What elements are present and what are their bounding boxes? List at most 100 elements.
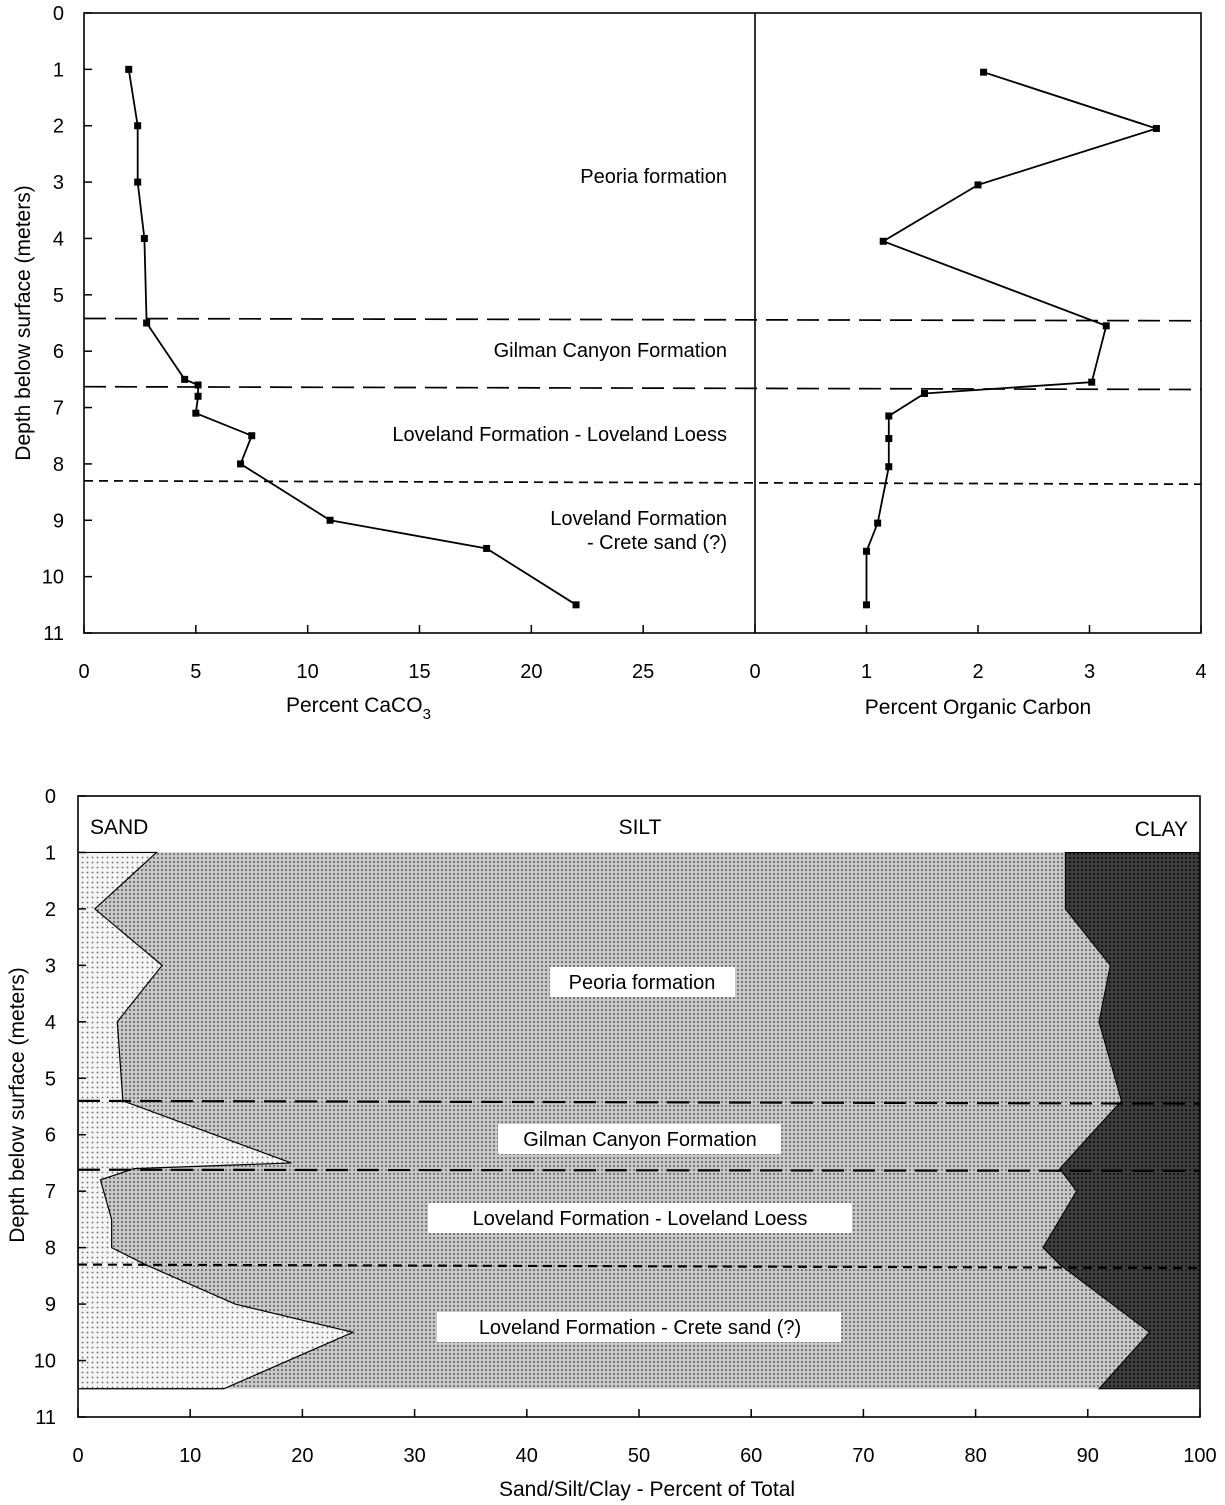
bottom-y-tick-label: 4 bbox=[45, 1012, 56, 1034]
bottom-x-tick-label: 10 bbox=[179, 1445, 201, 1467]
organic-carbon-point bbox=[885, 412, 893, 420]
top-y-tick-label: 9 bbox=[53, 510, 64, 532]
formation-boundary-line bbox=[77, 1099, 1201, 1105]
top-y-tick-label: 5 bbox=[53, 285, 64, 307]
bottom-x-tick-label: 90 bbox=[1077, 1445, 1099, 1467]
caco3-point bbox=[181, 375, 189, 383]
caco3-point bbox=[572, 601, 580, 609]
bottom-y-axis: 0 1 2 3 4 5 6 7 8 9 10 11 bbox=[34, 786, 86, 1429]
label-crete-line2-top: - Crete sand (?) bbox=[587, 532, 727, 554]
bottom-y-label: Depth below surface (meters) bbox=[6, 967, 29, 1242]
bottom-y-tick-label: 6 bbox=[45, 1125, 56, 1147]
caco3-point bbox=[134, 178, 142, 186]
label-loveland-loess-bottom-text: Loveland Formation - Loveland Loess bbox=[473, 1208, 808, 1230]
formation-boundary-line bbox=[83, 317, 1202, 322]
top-y-tick-label: 7 bbox=[53, 398, 64, 420]
bottom-x-axis: 0 10 20 30 40 50 60 70 80 90 100 bbox=[72, 1409, 1217, 1467]
bottom-x-tick-label: 70 bbox=[852, 1445, 874, 1467]
caco3-x-tick-label: 10 bbox=[297, 661, 319, 683]
sand-area bbox=[77, 851, 355, 1390]
formation-boundary-line bbox=[77, 1168, 1201, 1172]
formation-boundary-line bbox=[83, 385, 1202, 391]
organic-carbon-x-tick-label: 1 bbox=[861, 661, 872, 683]
top-y-tick-label: 11 bbox=[43, 623, 64, 645]
caco3-x-tick-label: 15 bbox=[408, 661, 430, 683]
organic-carbon-x-label: Percent Organic Carbon bbox=[865, 696, 1091, 719]
top-y-tick-label: 8 bbox=[53, 454, 64, 476]
bottom-x-tick-label: 20 bbox=[291, 1445, 313, 1467]
label-peoria-bottom-text: Peoria formation bbox=[569, 972, 716, 994]
organic-carbon-point bbox=[863, 547, 870, 555]
top-y-tick-label: 10 bbox=[42, 567, 64, 589]
organic-carbon-x-tick-label: 2 bbox=[972, 661, 983, 683]
organic-carbon-point bbox=[1088, 378, 1096, 386]
silt-label: SILT bbox=[619, 816, 662, 839]
caco3-series bbox=[125, 65, 580, 609]
bottom-x-tick-label: 50 bbox=[628, 1445, 650, 1467]
organic-carbon-x-tick-label: 4 bbox=[1195, 661, 1206, 683]
organic-carbon-x-tick-label: 0 bbox=[749, 661, 760, 683]
caco3-point bbox=[237, 460, 245, 468]
organic-carbon-point bbox=[1152, 125, 1160, 133]
bottom-x-tick-label: 60 bbox=[740, 1445, 762, 1467]
bottom-panel: 0 1 2 3 4 5 6 7 8 9 10 11 0 10 20 30 40 50 60 70 80 90 100 SA… bbox=[6, 786, 1217, 1501]
organic-carbon-series bbox=[863, 68, 1160, 609]
label-loveland-loess-top: Loveland Formation - Loveland Loess bbox=[392, 424, 727, 446]
top-y-tick-label: 2 bbox=[53, 116, 64, 138]
organic-carbon-x-tick-label: 3 bbox=[1084, 661, 1095, 683]
bottom-x-tick-label: 0 bbox=[72, 1445, 83, 1467]
bottom-x-tick-label: 100 bbox=[1183, 1445, 1216, 1467]
caco3-x-tick-label: 25 bbox=[632, 661, 654, 683]
bottom-x-tick-label: 40 bbox=[516, 1445, 538, 1467]
caco3-point bbox=[140, 234, 148, 242]
organic-carbon-line bbox=[865, 71, 1160, 605]
organic-carbon-point bbox=[885, 463, 893, 471]
formation-boundary-line bbox=[83, 479, 1202, 486]
top-formation-boundaries bbox=[83, 317, 1202, 486]
bottom-x-tick-label: 30 bbox=[403, 1445, 425, 1467]
caco3-point bbox=[134, 122, 142, 130]
caco3-x-tick-label: 0 bbox=[78, 661, 89, 683]
clay-label: CLAY bbox=[1135, 818, 1188, 841]
top-y-label: Depth below surface (meters) bbox=[12, 185, 35, 460]
organic-carbon-point bbox=[980, 68, 988, 76]
label-gilman-bottom: Gilman Canyon Formation bbox=[498, 1124, 781, 1154]
top-y-tick-label: 1 bbox=[53, 59, 64, 81]
caco3-point bbox=[143, 319, 151, 327]
formation-boundary-line bbox=[77, 1263, 1201, 1270]
top-y-tick-label: 4 bbox=[53, 228, 64, 250]
bottom-x-tick-label: 80 bbox=[964, 1445, 986, 1467]
caco3-point bbox=[483, 544, 491, 552]
label-gilman-bottom-text: Gilman Canyon Formation bbox=[523, 1129, 756, 1151]
bottom-y-tick-label: 3 bbox=[45, 955, 56, 977]
caco3-point bbox=[194, 392, 202, 400]
label-peoria-bottom: Peoria formation bbox=[550, 967, 735, 997]
silt-area bbox=[78, 852, 1200, 1389]
caco3-point bbox=[194, 381, 202, 389]
organic-carbon-point bbox=[863, 601, 870, 609]
top-y-tick-label: 6 bbox=[53, 341, 64, 363]
label-crete-bottom: Loveland Formation - Crete sand (?) bbox=[437, 1312, 841, 1342]
organic-carbon-point bbox=[974, 181, 982, 189]
bottom-y-tick-label: 8 bbox=[45, 1238, 56, 1260]
bottom-x-label: Sand/Silt/Clay - Percent of Total bbox=[499, 1478, 795, 1501]
label-peoria-top: Peoria formation bbox=[580, 166, 727, 188]
bottom-formation-boundaries bbox=[77, 1099, 1201, 1270]
sand-label: SAND bbox=[90, 816, 148, 839]
bottom-y-tick-label: 11 bbox=[35, 1407, 56, 1429]
caco3-x-label: Percent CaCO3 bbox=[286, 694, 431, 723]
caco3-point bbox=[192, 409, 200, 417]
clay-area bbox=[1042, 851, 1201, 1390]
organic-carbon-x-axis: 0 1 2 3 4 bbox=[749, 625, 1207, 683]
top-y-axis: 0 1 2 3 4 5 6 7 8 9 10 11 bbox=[42, 3, 92, 645]
bottom-y-tick-label: 0 bbox=[45, 786, 56, 808]
caco3-line bbox=[127, 69, 577, 606]
bottom-y-tick-label: 1 bbox=[45, 842, 56, 864]
top-y-tick-label: 0 bbox=[53, 3, 64, 25]
organic-carbon-point bbox=[920, 389, 928, 397]
organic-carbon-point bbox=[879, 237, 887, 245]
bottom-y-tick-label: 10 bbox=[34, 1351, 56, 1373]
top-panel: 0 1 2 3 4 5 6 7 8 9 10 11 0 5 10 15 20 25 0 1 2 3 4 Peoria f… bbox=[12, 3, 1207, 723]
bottom-y-tick-label: 7 bbox=[45, 1181, 56, 1203]
